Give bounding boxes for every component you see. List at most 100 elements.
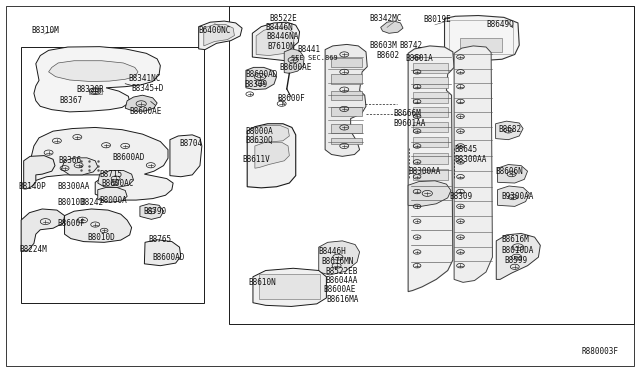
Polygon shape: [125, 95, 157, 111]
Polygon shape: [284, 49, 304, 73]
Text: B8309: B8309: [244, 80, 268, 89]
Text: B8616MA: B8616MA: [326, 295, 359, 304]
Bar: [229, 6, 634, 324]
Bar: [259, 274, 320, 299]
Text: SEE SEC.869: SEE SEC.869: [291, 55, 337, 61]
Polygon shape: [253, 268, 326, 307]
Polygon shape: [21, 209, 65, 251]
Bar: [332, 107, 362, 116]
Text: B7610N: B7610N: [268, 42, 296, 51]
Polygon shape: [497, 186, 529, 206]
Polygon shape: [454, 46, 492, 282]
Bar: [413, 137, 448, 147]
Text: B8446H: B8446H: [319, 247, 346, 256]
Text: B8010DA: B8010DA: [501, 246, 534, 255]
Bar: [332, 138, 362, 144]
Text: B8682: B8682: [499, 125, 522, 134]
Text: B8616MN: B8616MN: [321, 257, 354, 266]
Polygon shape: [204, 25, 234, 46]
Text: B8010D: B8010D: [88, 233, 115, 243]
Text: B8522E: B8522E: [269, 14, 297, 23]
Text: B8600AE: B8600AE: [130, 108, 162, 116]
Text: B8140P: B8140P: [19, 182, 46, 190]
Polygon shape: [65, 209, 132, 242]
Polygon shape: [445, 16, 519, 61]
Text: B8666M: B8666M: [394, 109, 421, 118]
Text: B9300AA: B9300AA: [501, 192, 534, 201]
Text: B8000A: B8000A: [245, 126, 273, 136]
Polygon shape: [61, 158, 98, 175]
Polygon shape: [140, 204, 164, 219]
Text: B8611V: B8611V: [242, 155, 270, 164]
Bar: [413, 107, 448, 118]
Polygon shape: [495, 121, 523, 140]
Text: B8310M: B8310M: [31, 26, 59, 35]
Polygon shape: [496, 234, 540, 279]
Bar: [413, 92, 448, 103]
Text: B8600F: B8600F: [57, 219, 84, 228]
Text: B8309: B8309: [449, 192, 472, 201]
Polygon shape: [98, 170, 134, 187]
Bar: [413, 153, 448, 164]
Text: B8522EB: B8522EB: [325, 267, 358, 276]
Text: B8604AA: B8604AA: [325, 276, 358, 285]
Text: B8610N: B8610N: [248, 278, 276, 287]
Text: B8300AA: B8300AA: [454, 155, 486, 164]
Text: B8600AD: B8600AD: [245, 70, 278, 79]
Text: B8342MC: B8342MC: [370, 14, 402, 23]
Text: B8446N: B8446N: [265, 23, 293, 32]
Text: B8616M: B8616M: [501, 235, 529, 244]
Text: B8790: B8790: [144, 207, 167, 216]
Polygon shape: [145, 240, 180, 266]
Polygon shape: [255, 142, 289, 168]
Bar: [332, 125, 362, 133]
Polygon shape: [24, 155, 55, 189]
Polygon shape: [408, 46, 454, 292]
Text: B8000A: B8000A: [100, 196, 127, 205]
Text: B8600AD: B8600AD: [113, 153, 145, 161]
Text: B8366: B8366: [58, 155, 81, 164]
Text: B8742: B8742: [399, 41, 422, 51]
Text: B8715: B8715: [99, 170, 122, 179]
Text: B8704: B8704: [179, 139, 203, 148]
Text: B8602: B8602: [376, 51, 399, 60]
Polygon shape: [256, 27, 294, 55]
Polygon shape: [34, 46, 161, 112]
Text: B8019E: B8019E: [424, 15, 451, 24]
Polygon shape: [247, 124, 296, 188]
Polygon shape: [408, 181, 451, 206]
Polygon shape: [252, 22, 300, 61]
Text: B8601A: B8601A: [406, 54, 433, 62]
Text: B8600AE: B8600AE: [279, 63, 312, 72]
Text: B8345+D: B8345+D: [131, 84, 163, 93]
Text: B9601AA: B9601AA: [394, 119, 426, 128]
Text: B8600AE: B8600AE: [324, 285, 356, 294]
Polygon shape: [319, 241, 360, 275]
Polygon shape: [497, 164, 527, 183]
Text: B8441: B8441: [297, 45, 320, 54]
Text: B8606N: B8606N: [495, 167, 524, 176]
Text: B8300AA: B8300AA: [57, 182, 89, 190]
Bar: [21, 47, 204, 303]
Polygon shape: [31, 128, 173, 200]
Text: B8765: B8765: [149, 235, 172, 244]
Text: B8300AA: B8300AA: [408, 167, 440, 176]
Text: B8630Q: B8630Q: [245, 136, 273, 145]
Polygon shape: [246, 67, 276, 90]
Text: R880003F: R880003F: [582, 347, 619, 356]
Text: B8010D: B8010D: [57, 198, 84, 207]
Polygon shape: [381, 21, 403, 33]
Bar: [413, 122, 448, 132]
Text: B8330R: B8330R: [76, 85, 104, 94]
Polygon shape: [325, 44, 367, 156]
Text: B6400NC: B6400NC: [198, 26, 231, 35]
Text: B8649Q: B8649Q: [486, 20, 514, 29]
Bar: [332, 58, 362, 67]
Text: B8603M: B8603M: [370, 41, 397, 51]
Text: B8600AC: B8600AC: [101, 179, 133, 187]
Polygon shape: [170, 135, 202, 177]
Text: B8599: B8599: [504, 256, 527, 265]
Text: B8446NA: B8446NA: [266, 32, 299, 41]
Text: B8645: B8645: [454, 145, 477, 154]
Text: B8600F: B8600F: [278, 94, 306, 103]
